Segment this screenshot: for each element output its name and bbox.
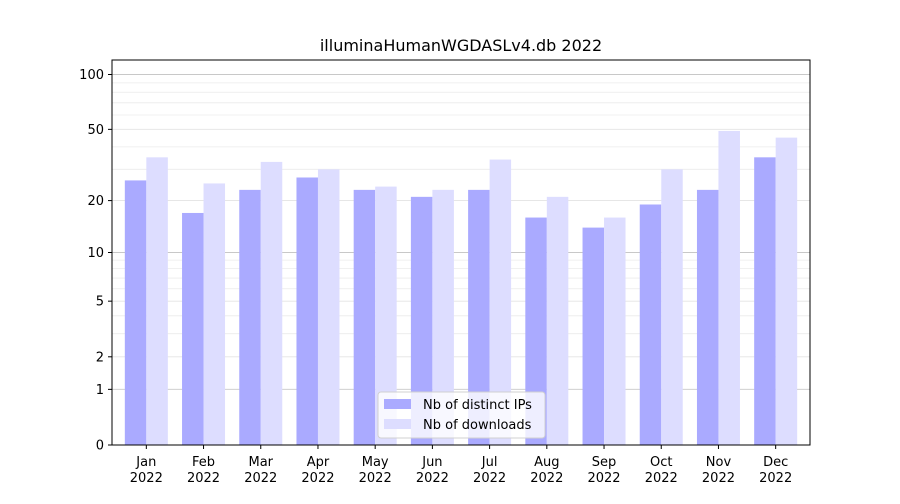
bar-downloads [604,217,626,445]
x-tick-label: May 2022 [359,455,392,486]
x-tick-label: Mar 2022 [244,455,277,486]
bar-distinct-ips [582,227,605,445]
x-tick-label: Jun 2022 [416,455,449,486]
bar-distinct-ips [639,204,662,445]
bar-downloads [661,169,683,445]
x-tick-label: Feb 2022 [187,455,220,486]
legend-swatch [384,419,411,429]
bar-distinct-ips [182,212,204,445]
x-tick-label: Sep 2022 [587,455,620,486]
bar-downloads [375,186,397,445]
y-tick-label: 0 [96,439,104,454]
bar-downloads [775,137,798,445]
bar-distinct-ips [696,189,719,445]
y-tick-label: 50 [87,123,104,138]
x-tick-label: Nov 2022 [702,455,735,486]
y-tick-label: 20 [87,194,104,209]
x-tick-label: Jan 2022 [130,455,163,486]
x-tick-label: Apr 2022 [301,455,334,486]
bar-downloads [203,183,226,445]
bar-distinct-ips [525,217,547,445]
legend-label: Nb of downloads [423,418,532,433]
legend-swatch [384,399,411,409]
bar-distinct-ips [124,180,147,446]
bar-distinct-ips [468,189,490,445]
y-tick-label: 100 [79,68,104,83]
x-tick-label: Aug 2022 [530,455,563,486]
bar-distinct-ips [353,189,376,445]
y-tick-label: 2 [96,350,104,365]
x-tick-label: Jul 2022 [473,455,506,486]
chart-title: illuminaHumanWGDASLv4.db 2022 [320,36,602,55]
bar-downloads [489,159,512,445]
bar-distinct-ips [410,196,433,445]
bar-distinct-ips [296,177,318,445]
y-tick-label: 10 [87,246,104,261]
legend-box [377,391,546,439]
x-tick-label: Oct 2022 [645,455,678,486]
bar-downloads [432,189,454,445]
bar-downloads [146,157,168,445]
bar-downloads [546,196,569,445]
legend: Nb of distinct IPs Nb of downloads [377,391,546,439]
x-tick-label: Dec 2022 [759,455,792,486]
bar-distinct-ips [754,157,776,445]
y-tick-label: 5 [96,295,104,310]
y-tick-label: 1 [96,383,104,398]
bar-downloads [260,161,283,445]
bar-distinct-ips [239,189,261,445]
legend-label: Nb of distinct IPs [423,398,532,413]
bar-downloads [317,169,340,445]
bar-downloads [718,130,740,445]
